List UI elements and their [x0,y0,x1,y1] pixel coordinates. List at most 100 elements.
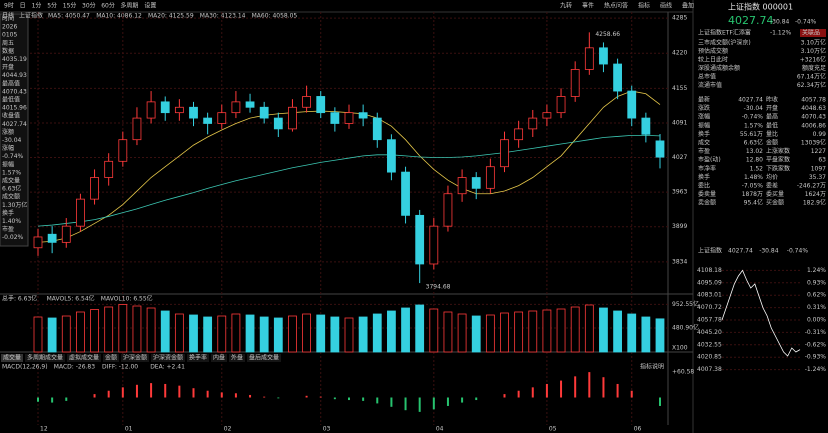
info-line: 4015.96 [2,105,27,112]
toolbar-button[interactable]: 30分 [82,2,96,10]
legend-item: MACD: -26.83 [54,364,95,371]
info-line: 4070.43 [2,88,27,95]
tab[interactable] [103,354,119,362]
candle-body [47,233,57,243]
tab[interactable] [67,354,101,362]
etf-name: 上证指数ETF汇添富 [698,29,751,37]
info-line: 市盈 [2,225,14,233]
mini-percent: 0.00% [807,317,826,324]
candle-body [259,106,269,119]
tab[interactable] [151,354,185,362]
toolbar-button[interactable]: 1分 [32,2,42,10]
volume-bar [627,313,637,353]
grid-label: 涨跌 [698,104,710,112]
x-tick-label: 01 [125,426,133,433]
tab-label[interactable]: 金额 [105,354,117,362]
volume-bar [160,310,170,353]
volume-bar [174,313,184,353]
x-tick-label: 04 [436,426,444,433]
info-line: -30.04 [2,137,22,144]
info-line: 涨额 [2,128,14,136]
toolbar-button[interactable]: 日 [20,3,26,10]
y-tick-label: 4091 [672,119,687,126]
toolbar-button[interactable]: 15分 [63,2,77,10]
tab-label[interactable]: 成交量 [3,354,21,362]
candle-body [245,101,255,108]
legend-item: MACD(12,26,9) [2,364,48,371]
x-tick-label: 06 [634,426,642,433]
tab-label[interactable]: 虚拟成交量 [69,354,99,362]
y-tick-label: 480.90亿 [672,323,699,331]
tab-label[interactable]: 换手率 [189,354,207,362]
candle-body [344,112,354,124]
grid-label: 金额 [766,139,778,147]
mini-header: 上证指数 [698,247,722,255]
grid-label: 上涨家数 [766,147,790,155]
toolbar-button[interactable]: 画线 [660,2,672,10]
candle-body [613,63,622,92]
candle-body [641,117,651,135]
volume-bar [655,318,665,353]
grid-value: 4070.43 [801,114,826,121]
tab-label[interactable]: 沪深资金额 [153,354,183,362]
toolbar-button[interactable]: 热点问答 [604,2,628,10]
tab-label[interactable]: 外盘 [231,354,243,362]
tab[interactable] [25,354,65,362]
toolbar-button[interactable]: 指标 [638,2,650,10]
tab[interactable] [211,354,227,362]
volume-bar [189,314,198,353]
toolbar-button[interactable]: 九转 [560,2,572,10]
candle-body [61,225,71,243]
volume-bar [146,307,156,353]
grid-label: 最高 [766,113,778,121]
etf-tag-label[interactable]: 关联品 [802,29,820,37]
y-tick-label: 4027 [672,154,687,161]
grid-label: 卖金额 [698,199,716,207]
grid-value: -0.74% [742,114,764,121]
toolbar-button[interactable]: 9时 [4,2,14,10]
tab[interactable] [247,354,281,362]
summary-label: 总市值 [698,73,716,81]
candle-body [358,112,368,119]
mini-price: 4020.85 [697,354,722,361]
volume-bar [132,305,142,353]
tab[interactable] [121,354,149,362]
tab-label[interactable]: 内盘 [213,354,225,362]
low-label: 3794.68 [426,284,451,291]
etf-tag[interactable] [800,29,826,37]
tab[interactable] [229,354,245,362]
toolbar-button[interactable]: 多周期 [120,2,138,10]
toolbar-button[interactable]: 60分 [101,2,115,10]
legend-item: MA60: 4058.05 [252,13,298,20]
toolbar-button[interactable]: 事件 [582,2,594,10]
candle-body [104,160,114,178]
tab-label[interactable]: 盘后成交量 [249,354,279,362]
tab-label[interactable]: 多周期成交量 [27,354,63,362]
mini-price: 4083.01 [697,292,722,299]
candle-body [316,96,326,114]
indicator-note[interactable]: 指标说明 [640,363,664,371]
candle-body [584,47,594,70]
grid-label: 市盈(动) [698,156,721,164]
candle-body [514,128,524,141]
summary-value: 3.10万亿 [801,39,826,47]
volume-bar [542,309,552,353]
grid-label: 均价 [766,173,778,181]
toolbar-button[interactable]: 叠加 [682,2,694,10]
volume-bar [457,313,467,353]
y-tick-label: 3834 [672,258,687,265]
tab-label[interactable]: 沪深金额 [123,354,147,362]
info-line: 1.30万亿 [2,201,27,209]
volume-bar [528,310,538,353]
grid-label: 平盘家数 [766,156,790,164]
tab[interactable] [187,354,209,362]
mini-price: 4108.18 [697,267,722,274]
toolbar-button[interactable]: 5分 [47,2,57,10]
tab[interactable] [1,354,23,362]
grid-label: 开盘 [766,104,778,112]
grid-value: 55.61万 [740,131,763,138]
grid-label: 委差 [766,182,778,190]
toolbar-button[interactable]: 设置 [144,2,156,10]
mini-header: -0.74% [787,248,809,255]
quote-title: 上证指数 000001 [728,2,793,12]
